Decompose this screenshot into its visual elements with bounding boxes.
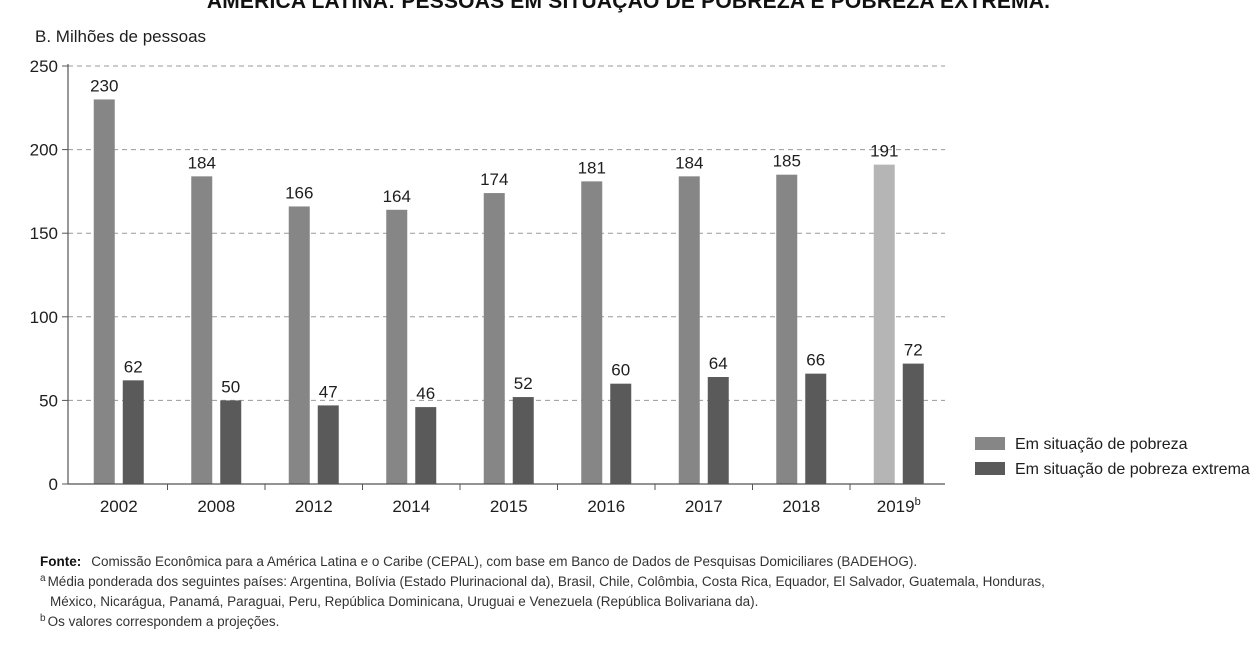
data-label-pobreza-extrema-2014: 46 [416, 384, 435, 403]
bar-pobreza-2008 [191, 176, 213, 485]
y-tick-label: 250 [30, 57, 58, 76]
source-note: Fonte: Comissão Econômica para a América … [40, 552, 1250, 572]
x-tick-label-2012: 2012 [295, 497, 333, 516]
bar-pobreza-2016 [581, 181, 603, 485]
bar-pobreza-extrema-2015 [512, 397, 534, 484]
data-label-pobreza-extrema-2015: 52 [514, 374, 533, 393]
legend-label-pobreza: Em situação de pobreza [1015, 436, 1188, 453]
legend-label-pobreza-extrema: Em situação de pobreza extrema [1015, 461, 1250, 478]
y-tick-label: 200 [30, 141, 58, 160]
x-tick-label-2019: 2019b [877, 496, 921, 516]
bar-pobreza-extrema-2008 [220, 400, 242, 484]
data-label-pobreza-extrema-2008: 50 [221, 377, 240, 396]
source-label: Fonte: [40, 554, 82, 569]
y-tick-label: 100 [30, 308, 58, 327]
bar-pobreza-2012 [288, 206, 310, 484]
x-tick-label-2008: 2008 [197, 497, 235, 516]
bar-pobreza-extrema-2014 [415, 407, 437, 484]
y-tick-label: 0 [49, 475, 58, 494]
data-label-pobreza-extrema-2012: 47 [319, 382, 338, 401]
note-b: b Os valores correspondem a projeções. [40, 612, 1250, 632]
x-tick-label-2018: 2018 [782, 497, 820, 516]
data-label-pobreza-extrema-2019: 72 [904, 341, 923, 360]
bar-pobreza-extrema-2016 [610, 383, 632, 484]
note-a-marker: a [40, 572, 46, 584]
note-a-text-1: Média ponderada dos seguintes países: Ar… [47, 574, 1045, 589]
page-title: AMÉRICA LATINA: PESSOAS EM SITUAÇÃO DE P… [206, 0, 1051, 13]
bar-pobreza-2002 [93, 99, 115, 484]
data-label-pobreza-extrema-2018: 66 [806, 351, 825, 370]
data-label-pobreza-2008: 184 [188, 153, 216, 172]
grid-lines [68, 65, 945, 401]
bar-pobreza-2019 [873, 164, 895, 484]
source-text: Comissão Econômica para a América Latina… [91, 554, 918, 569]
note-b-text: Os valores correspondem a projeções. [47, 614, 280, 629]
data-label-pobreza-2002: 230 [90, 76, 118, 95]
bars [93, 99, 924, 485]
x-tick-label-2015: 2015 [490, 497, 528, 516]
x-tick-label-2017: 2017 [685, 497, 723, 516]
axes: 0 50 100 150 200 250 [30, 57, 945, 494]
data-label-pobreza-2016: 181 [578, 158, 606, 177]
data-label-pobreza-2019: 191 [870, 142, 898, 161]
bar-pobreza-extrema-2018 [805, 373, 827, 484]
bar-pobreza-extrema-2019 [902, 363, 924, 484]
y-tick-label: 150 [30, 224, 58, 243]
bar-pobreza-2015 [483, 193, 505, 484]
legend-swatch-pobreza-extrema [975, 462, 1005, 475]
chart-title: B. Milhões de pessoas [35, 27, 206, 46]
legend: Em situação de pobreza Em situação de pob… [975, 436, 1250, 478]
bar-pobreza-2014 [386, 209, 408, 485]
data-label-pobreza-2017: 184 [675, 153, 703, 172]
bar-pobreza-extrema-2012 [317, 405, 339, 484]
bar-pobreza-2017 [678, 176, 700, 485]
x-tick-label-2014: 2014 [392, 497, 430, 516]
note-b-marker: b [40, 612, 46, 624]
note-a-line-1: a Média ponderada dos seguintes países: A… [40, 572, 1250, 592]
data-label-pobreza-extrema-2002: 62 [124, 357, 143, 376]
data-label-pobreza-2015: 174 [480, 170, 508, 189]
data-label-pobreza-2014: 164 [383, 187, 411, 206]
data-label-pobreza-extrema-2017: 64 [709, 354, 728, 373]
note-a-line-2: México, Nicarágua, Panamá, Paraguai, Per… [40, 592, 1250, 612]
bar-pobreza-extrema-2017 [707, 376, 729, 484]
note-a-text-2: México, Nicarágua, Panamá, Paraguai, Per… [50, 594, 759, 609]
footnotes: Fonte: Comissão Econômica para a América … [40, 552, 1250, 632]
data-label-pobreza-2012: 166 [285, 183, 313, 202]
bar-pobreza-extrema-2002 [122, 380, 144, 484]
x-tick-label-2002: 2002 [100, 497, 138, 516]
data-labels: 230 62 2002 184 50 2008 166 47 2012 164 46 2014 174 5… [90, 76, 923, 516]
legend-swatch-pobreza [975, 437, 1005, 450]
y-tick-label: 50 [39, 391, 58, 410]
x-tick-label-2016: 2016 [587, 497, 625, 516]
data-label-pobreza-extrema-2016: 60 [611, 361, 630, 380]
data-label-pobreza-2018: 185 [773, 152, 801, 171]
bar-pobreza-2018 [776, 174, 798, 484]
